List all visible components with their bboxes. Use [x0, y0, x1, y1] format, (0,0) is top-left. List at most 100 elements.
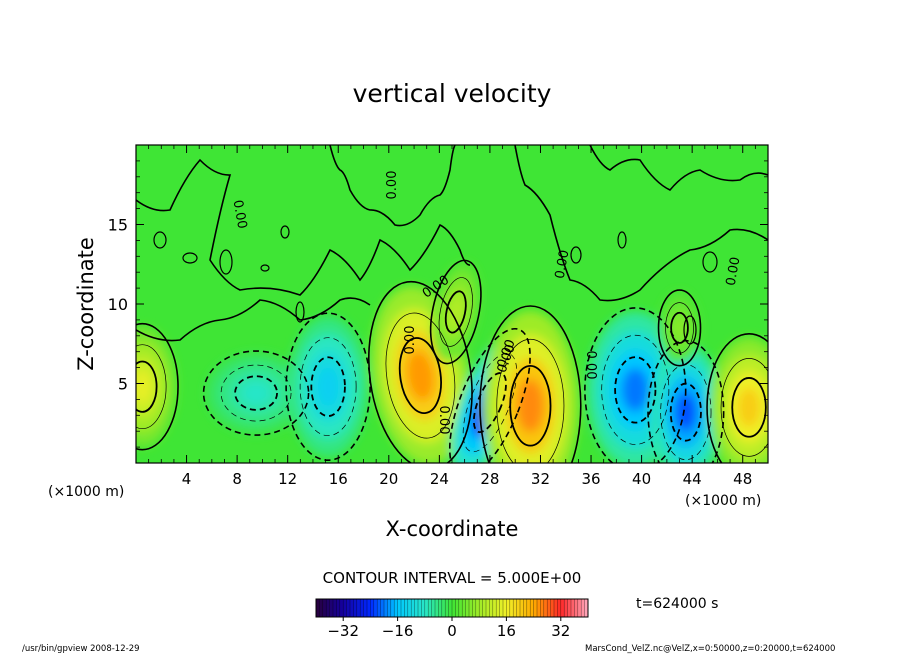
contour-line: [584, 307, 687, 463]
colorbar-tick-label: 16: [497, 622, 516, 640]
x-tick-label: 12: [278, 470, 297, 488]
contour-line: [509, 364, 552, 447]
colorbar-segment: [404, 599, 409, 617]
colorbar-segment: [424, 599, 429, 617]
colorbar-segment: [486, 599, 490, 617]
colorbar-segment: [520, 599, 524, 617]
small-contour: [617, 231, 627, 249]
zero-contour: [136, 297, 371, 342]
colorbar: −32 −16 0 16 32: [315, 598, 589, 640]
colorbar-segment: [370, 599, 375, 617]
x-unit-label-left: (×1000 m): [48, 484, 124, 500]
contour-line: [220, 364, 292, 422]
colorbar-segment: [564, 599, 568, 617]
contour-line: [496, 338, 565, 463]
contour-line: [472, 372, 507, 434]
colorbar-segment: [363, 599, 368, 617]
contour-line: [385, 312, 456, 439]
x-tick-label: 20: [379, 470, 398, 488]
colorbar-segment: [509, 599, 514, 617]
y-tick-label: 5: [118, 375, 128, 394]
colorbar-segment: [367, 599, 371, 617]
x-tick-label: 4: [182, 470, 192, 488]
colorbar-segment: [458, 599, 463, 617]
x-tick-label: 28: [480, 470, 499, 488]
contour-line: [136, 360, 158, 413]
contour-line: [720, 358, 768, 457]
colorbar-segment: [441, 599, 446, 617]
x-tick-label: 44: [683, 470, 702, 488]
contour-label: 0.00: [403, 326, 418, 355]
contour-line: [731, 377, 767, 438]
colorbar-segment: [462, 599, 466, 617]
contour-line: [665, 302, 694, 354]
contour-line: [601, 334, 670, 445]
colorbar-segment: [465, 599, 470, 617]
contour-label: 0.00: [553, 249, 573, 280]
contour-line: [429, 259, 482, 365]
field-blob: [406, 350, 435, 401]
colorbar-segment: [492, 599, 497, 617]
colorbar-segment: [373, 599, 378, 617]
y-tick-label: 10: [108, 295, 128, 314]
colorbar-tick-label: 32: [551, 622, 570, 640]
colorbar-segment: [537, 599, 541, 617]
contour-line: [706, 333, 768, 463]
colorbar-segment: [496, 599, 500, 617]
x-axis: 4 8 12 16 20 24 28 32 36 40 44 48: [148, 145, 756, 488]
small-contour: [683, 315, 697, 345]
colorbar-segment: [343, 599, 347, 617]
colorbar-segments: [315, 599, 589, 617]
x-tick-label: 32: [531, 470, 550, 488]
time-label: t=624000 s: [636, 596, 718, 612]
y-axis: 5 10 15: [108, 160, 768, 448]
colorbar-segment: [438, 599, 443, 617]
x-tick-label: 36: [581, 470, 600, 488]
contour-line: [136, 344, 167, 430]
colorbar-segment: [499, 599, 504, 617]
contour-line: [438, 277, 473, 347]
contour-line: [310, 356, 346, 417]
contour-labels: 0.000.000.000.000.000.00 0.000.00 0.000.00: [230, 171, 744, 435]
colorbar-segment: [411, 599, 415, 617]
contour-line: [657, 289, 702, 367]
contour-line: [462, 353, 518, 453]
colorbar-segment: [377, 599, 381, 617]
contour-line: [234, 375, 278, 411]
contour-line: [285, 312, 371, 461]
colorbar-segment: [475, 599, 480, 617]
contour-line: [444, 290, 467, 334]
contour-line: [614, 356, 657, 424]
colorbar-segment: [523, 599, 528, 617]
colorbar-segment: [584, 599, 589, 617]
colorbar-segment: [577, 599, 582, 617]
contour-label: 0.00: [724, 256, 744, 287]
colorbar-segment: [526, 599, 531, 617]
colorbar-segment: [353, 599, 358, 617]
colorbar-segment: [418, 599, 422, 617]
colorbar-segment: [316, 599, 320, 617]
colorbar-segment: [533, 599, 538, 617]
plot-area: 0.000.000.000.000.000.00 0.000.00 0.000.00: [136, 145, 768, 463]
x-unit-label-right: (×1000 m): [685, 493, 761, 509]
colorbar-segment: [322, 599, 327, 617]
colorbar-segment: [336, 599, 341, 617]
colorbar-segment: [387, 599, 392, 617]
colorbar-segment: [390, 599, 395, 617]
colorbar-segment: [326, 599, 330, 617]
field-blob: [316, 367, 340, 407]
colorbar-segment: [455, 599, 460, 617]
chart-title: vertical velocity: [353, 79, 552, 108]
colorbar-ticks: −32 −16 0 16 32: [327, 617, 570, 640]
colorbar-segment: [489, 599, 494, 617]
colorbar-segment: [469, 599, 473, 617]
contour-line: [669, 382, 702, 442]
x-tick-label: 16: [329, 470, 348, 488]
colorbar-segment: [540, 599, 545, 617]
colorbar-segment: [421, 599, 426, 617]
contour-line: [202, 350, 310, 436]
small-contour: [570, 246, 582, 264]
x-tick-label: 48: [733, 470, 752, 488]
field-blob: [737, 387, 761, 427]
